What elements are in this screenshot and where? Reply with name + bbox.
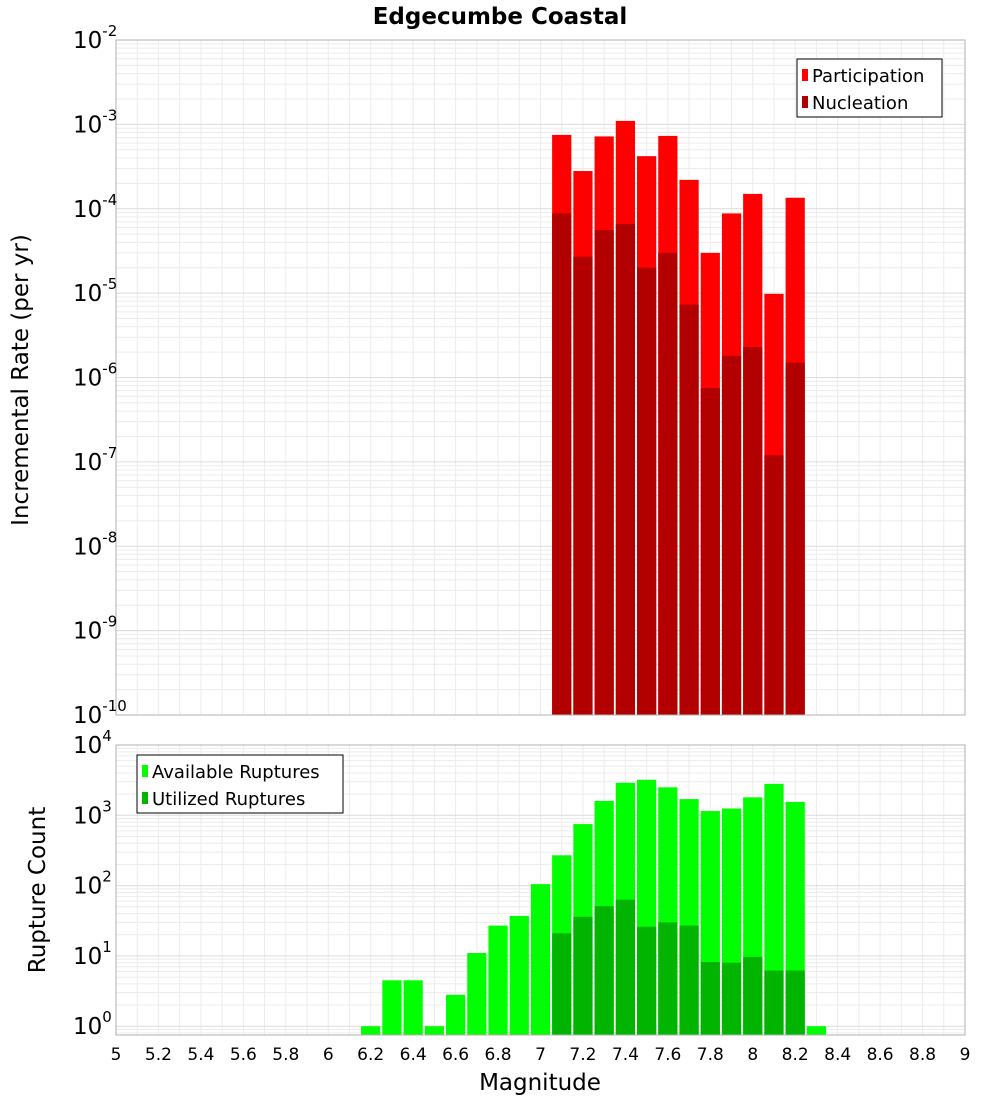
- x-tick-label: 6.2: [357, 1045, 384, 1065]
- series-2-bar: [594, 229, 614, 715]
- series-2-bar: [764, 455, 784, 715]
- series-2-bar: [721, 962, 742, 1035]
- y-tick-label: 10-3: [73, 106, 117, 138]
- legend-swatch: [142, 792, 148, 804]
- series-2-bar: [637, 926, 657, 1035]
- x-tick-label: 6.8: [485, 1045, 512, 1065]
- series-2-bar: [637, 267, 657, 715]
- series-1-bar: [530, 884, 551, 1035]
- x-tick-label: 7.8: [697, 1045, 724, 1065]
- series-2-bar: [743, 346, 763, 715]
- y-tick-label: 104: [73, 727, 112, 759]
- legend: Participation Nucleation: [796, 58, 943, 118]
- y-tick-label: 10-4: [73, 191, 117, 223]
- series-1-bar: [424, 1026, 444, 1035]
- x-tick-label: 8.4: [824, 1045, 851, 1065]
- bars: [552, 120, 805, 716]
- series-2-bar: [552, 933, 572, 1035]
- x-tick-label: 7.4: [612, 1045, 639, 1065]
- rupture-count-plot: 100 101 102 103 104 5 5.2 5.4 5.6 5.8 6 6.2 6.4 6.6 6.…: [73, 727, 970, 1065]
- x-tick-label: 5.4: [187, 1045, 214, 1065]
- x-tick-label: 7.6: [654, 1045, 681, 1065]
- y-tick-label: 10-7: [73, 444, 117, 476]
- x-axis-label: Magnitude: [479, 1070, 601, 1096]
- x-tick-label: 8: [747, 1045, 758, 1065]
- legend: Available Ruptures Utilized Ruptures: [136, 754, 344, 814]
- plot-frame: [115, 39, 966, 716]
- series-2-bar: [573, 916, 593, 1035]
- x-tick-label: 5.8: [272, 1045, 299, 1065]
- x-tick-label: 5: [111, 1045, 122, 1065]
- series-2-bar: [721, 355, 742, 715]
- series-1-bar: [467, 953, 487, 1035]
- x-tick-label: 7.2: [569, 1045, 596, 1065]
- y-tick-label: 10-2: [73, 22, 117, 54]
- series-1-bar: [806, 1026, 827, 1035]
- legend-label: Nucleation: [812, 93, 908, 114]
- series-2-bar: [573, 256, 593, 715]
- count-y-axis-label: Rupture Count: [25, 807, 51, 973]
- series-1-bar: [509, 915, 529, 1035]
- series-1-bar: [382, 980, 402, 1035]
- y-tick-label: 101: [73, 938, 112, 970]
- bars: [361, 779, 827, 1035]
- y-tick-labels: 100 101 102 103 104: [73, 727, 112, 1040]
- y-tick-label: 103: [73, 797, 112, 829]
- series-2-bar: [615, 223, 636, 715]
- legend-box: [136, 754, 344, 814]
- series-2-bar: [658, 922, 678, 1035]
- series-2-bar: [679, 304, 699, 715]
- x-tick-label: 7: [535, 1045, 546, 1065]
- series-1-bar: [445, 994, 466, 1035]
- y-tick-label: 10-5: [73, 275, 117, 307]
- x-tick-label: 5.2: [145, 1045, 172, 1065]
- x-tick-label: 6.6: [442, 1045, 469, 1065]
- x-tick-labels: 5 5.2 5.4 5.6 5.8 6 6.2 6.4 6.6 6.8 7 7.2 7.4 7.6 7.8 8…: [111, 1045, 971, 1065]
- series-2-bar: [658, 252, 678, 715]
- series-2-bar: [615, 899, 636, 1035]
- y-tick-label: 10-10: [73, 697, 127, 729]
- legend-label: Available Ruptures: [152, 762, 320, 783]
- series-1-bar: [403, 980, 423, 1035]
- series-2-bar: [700, 961, 720, 1035]
- series-1-bar: [488, 925, 508, 1035]
- x-tick-label: 8.2: [782, 1045, 809, 1065]
- series-2-bar: [785, 970, 805, 1035]
- rate-y-axis-label: Incremental Rate (per yr): [8, 234, 34, 526]
- series-1-bar: [361, 1026, 381, 1035]
- chart-title: Edgecumbe Coastal: [373, 4, 628, 30]
- legend-swatch: [802, 69, 808, 81]
- x-tick-label: 5.6: [230, 1045, 257, 1065]
- legend-label: Utilized Ruptures: [152, 789, 305, 810]
- series-2-bar: [764, 970, 784, 1035]
- series-2-bar: [785, 362, 805, 715]
- y-tick-label: 102: [73, 868, 112, 900]
- y-tick-label: 10-6: [73, 360, 117, 392]
- series-2-bar: [594, 906, 614, 1035]
- grid: [115, 40, 966, 716]
- y-tick-label: 100: [73, 1008, 112, 1040]
- legend-swatch: [802, 96, 808, 108]
- legend-box: [796, 58, 943, 118]
- series-2-bar: [700, 388, 720, 715]
- series-2-bar: [743, 956, 763, 1035]
- y-tick-labels: 10-10 10-9 10-8 10-7 10-6 10-5 10-4 10-3 10-2: [73, 22, 127, 729]
- series-2-bar: [552, 213, 572, 716]
- x-tick-label: 6.4: [400, 1045, 427, 1065]
- rate-plot: 10-10 10-9 10-8 10-7 10-6 10-5 10-4 10-3 10-2 Par…: [73, 22, 966, 729]
- x-tick-label: 6: [323, 1045, 334, 1065]
- x-tick-label: 8.8: [909, 1045, 936, 1065]
- y-tick-label: 10-9: [73, 613, 117, 645]
- legend-label: Participation: [812, 66, 924, 87]
- x-tick-label: 9: [960, 1045, 971, 1065]
- x-tick-label: 8.6: [867, 1045, 894, 1065]
- y-tick-label: 10-8: [73, 528, 117, 560]
- series-2-bar: [679, 925, 699, 1035]
- legend-swatch: [142, 765, 148, 777]
- plot-frame: [115, 744, 966, 1036]
